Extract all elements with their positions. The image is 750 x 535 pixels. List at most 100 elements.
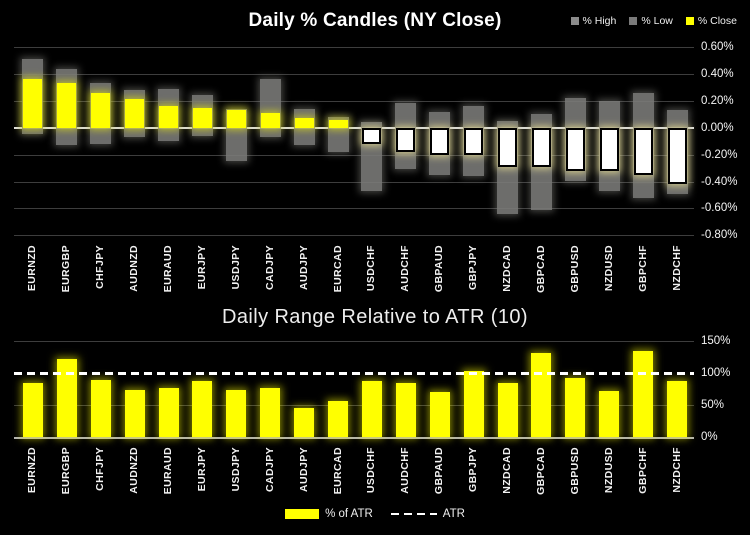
legend-swatch-icon: [629, 17, 638, 25]
legend-swatch-icon: [685, 17, 694, 25]
close-bar-NZDCHF: [667, 127, 687, 185]
atr-legend: % of ATR ATR: [0, 508, 750, 520]
legend-label: % of ATR: [325, 508, 373, 520]
close-bar-EURGBP: [57, 83, 77, 128]
x-label-bottom-GBPAUD: GBPAUD: [433, 447, 446, 495]
legend-item-High: % High: [570, 15, 617, 27]
atr-bar-EURAUD: [158, 387, 179, 437]
atr-reference-line: [14, 372, 694, 375]
close-bar-GBPCAD: [531, 127, 551, 167]
y-tick-top-0.00%: 0.00%: [701, 121, 734, 134]
gridline--0.6pct: [14, 208, 694, 210]
x-label-bottom-AUDJPY: AUDJPY: [297, 447, 310, 492]
atr-bar-NZDCAD: [497, 382, 518, 437]
atr-bar-USDJPY: [226, 389, 247, 437]
y-tick-top-0.40%: 0.40%: [701, 67, 734, 80]
close-bar-CADJPY: [260, 112, 280, 128]
gridline--0.8pct: [14, 235, 694, 237]
gridline-150pct-atr: [14, 341, 694, 342]
close-bar-USDCHF: [362, 127, 382, 144]
legend-label: % High: [582, 15, 617, 27]
atr-bar-GBPJPY: [463, 371, 484, 437]
x-label-bottom-EURGBP: EURGBP: [60, 447, 73, 495]
atr-baseline: [14, 437, 694, 439]
close-bar-AUDCHF: [396, 127, 416, 152]
atr-bar-AUDNZD: [124, 390, 145, 437]
x-label-bottom-GBPCAD: GBPCAD: [534, 447, 547, 495]
atr-bar-CADJPY: [260, 388, 281, 437]
legend-item-ofATR: % of ATR: [285, 508, 373, 520]
gridline--0.2pct: [14, 154, 694, 156]
close-bar-CHFJPY: [91, 92, 111, 128]
close-bar-AUDJPY: [294, 118, 314, 128]
y-tick-bottom-0%: 0%: [701, 431, 718, 443]
atr-bar-AUDCHF: [395, 382, 416, 437]
x-label-bottom-NZDUSD: NZDUSD: [602, 447, 615, 494]
atr-bar-EURNZD: [22, 383, 43, 437]
atr-dashed-line-icon: [390, 512, 437, 516]
x-label-bottom-EURJPY: EURJPY: [195, 447, 208, 492]
x-label-bottom-NZDCHF: NZDCHF: [670, 447, 683, 493]
legend-label: % Close: [697, 15, 737, 27]
atr-bar-EURJPY: [192, 381, 213, 437]
close-bar-EURNZD: [23, 79, 43, 128]
x-label-bottom-USDJPY: USDJPY: [229, 447, 242, 492]
y-tick-top-0.60%: 0.60%: [701, 41, 734, 53]
close-bar-NZDCAD: [498, 127, 518, 167]
y-tick-top--0.40%: -0.40%: [701, 175, 738, 188]
atr-chart-title: Daily Range Relative to ATR (10): [222, 306, 528, 328]
close-bar-AUDNZD: [125, 99, 145, 128]
gridline-0.6pct: [14, 47, 694, 48]
x-label-bottom-CADJPY: CADJPY: [263, 447, 276, 492]
close-bar-GBPAUD: [430, 127, 450, 155]
x-label-bottom-EURCAD: EURCAD: [331, 447, 344, 495]
x-label-bottom-EURAUD: EURAUD: [162, 447, 175, 495]
y-tick-top--0.20%: -0.20%: [701, 148, 738, 161]
close-bar-GBPUSD: [565, 127, 585, 171]
x-label-bottom-NZDCAD: NZDCAD: [501, 447, 514, 494]
legend-label: % Low: [641, 15, 673, 27]
close-bar-EURCAD: [328, 119, 348, 128]
y-tick-bottom-150%: 150%: [701, 335, 731, 347]
atr-bar-NZDUSD: [599, 390, 620, 437]
legend-item-Close: % Close: [685, 15, 737, 27]
x-label-bottom-USDCHF: USDCHF: [365, 447, 378, 494]
atr-bar-USDCHF: [361, 380, 382, 437]
gridline-0.4pct: [14, 73, 694, 75]
atr-bar-AUDJPY: [294, 408, 315, 437]
x-label-bottom-CHFJPY: CHFJPY: [94, 447, 107, 491]
gridline--0.4pct: [14, 181, 694, 183]
close-bar-USDJPY: [226, 110, 246, 128]
y-tick-top--0.80%: -0.80%: [701, 229, 738, 242]
gridline-50pct-atr: [14, 405, 694, 406]
close-bar-GBPCHF: [633, 127, 653, 175]
legend-swatch-icon: [570, 17, 579, 25]
legend-item-Low: % Low: [629, 15, 673, 27]
close-bar-EURJPY: [192, 107, 212, 128]
atr-bar-EURCAD: [328, 400, 349, 437]
legend-label: ATR: [442, 508, 465, 520]
x-label-bottom-GBPJPY: GBPJPY: [467, 447, 480, 492]
legend-item-ATR: ATR: [390, 508, 465, 520]
atr-bar-GBPCHF: [633, 351, 654, 437]
y-tick-top-0.20%: 0.20%: [701, 94, 734, 107]
zero-gridline: [14, 127, 694, 129]
atr-bar-GBPUSD: [565, 378, 586, 437]
pct-of-atr-swatch-icon: [285, 509, 320, 519]
close-bar-GBPJPY: [464, 127, 484, 155]
x-label-bottom-EURNZD: EURNZD: [26, 447, 39, 494]
y-tick-top--0.60%: -0.60%: [701, 202, 738, 215]
y-tick-bottom-100%: 100%: [701, 367, 731, 379]
x-label-bottom-AUDCHF: AUDCHF: [399, 447, 412, 494]
close-bar-NZDUSD: [599, 127, 619, 171]
candles-chart-title: Daily % Candles (NY Close): [248, 10, 502, 31]
atr-bar-GBPCAD: [531, 353, 552, 437]
x-label-bottom-GBPUSD: GBPUSD: [568, 447, 581, 495]
x-label-bottom-GBPCHF: GBPCHF: [636, 447, 649, 494]
x-label-bottom-AUDNZD: AUDNZD: [128, 447, 141, 494]
atr-bar-GBPAUD: [429, 391, 450, 437]
atr-bar-EURGBP: [56, 358, 77, 437]
